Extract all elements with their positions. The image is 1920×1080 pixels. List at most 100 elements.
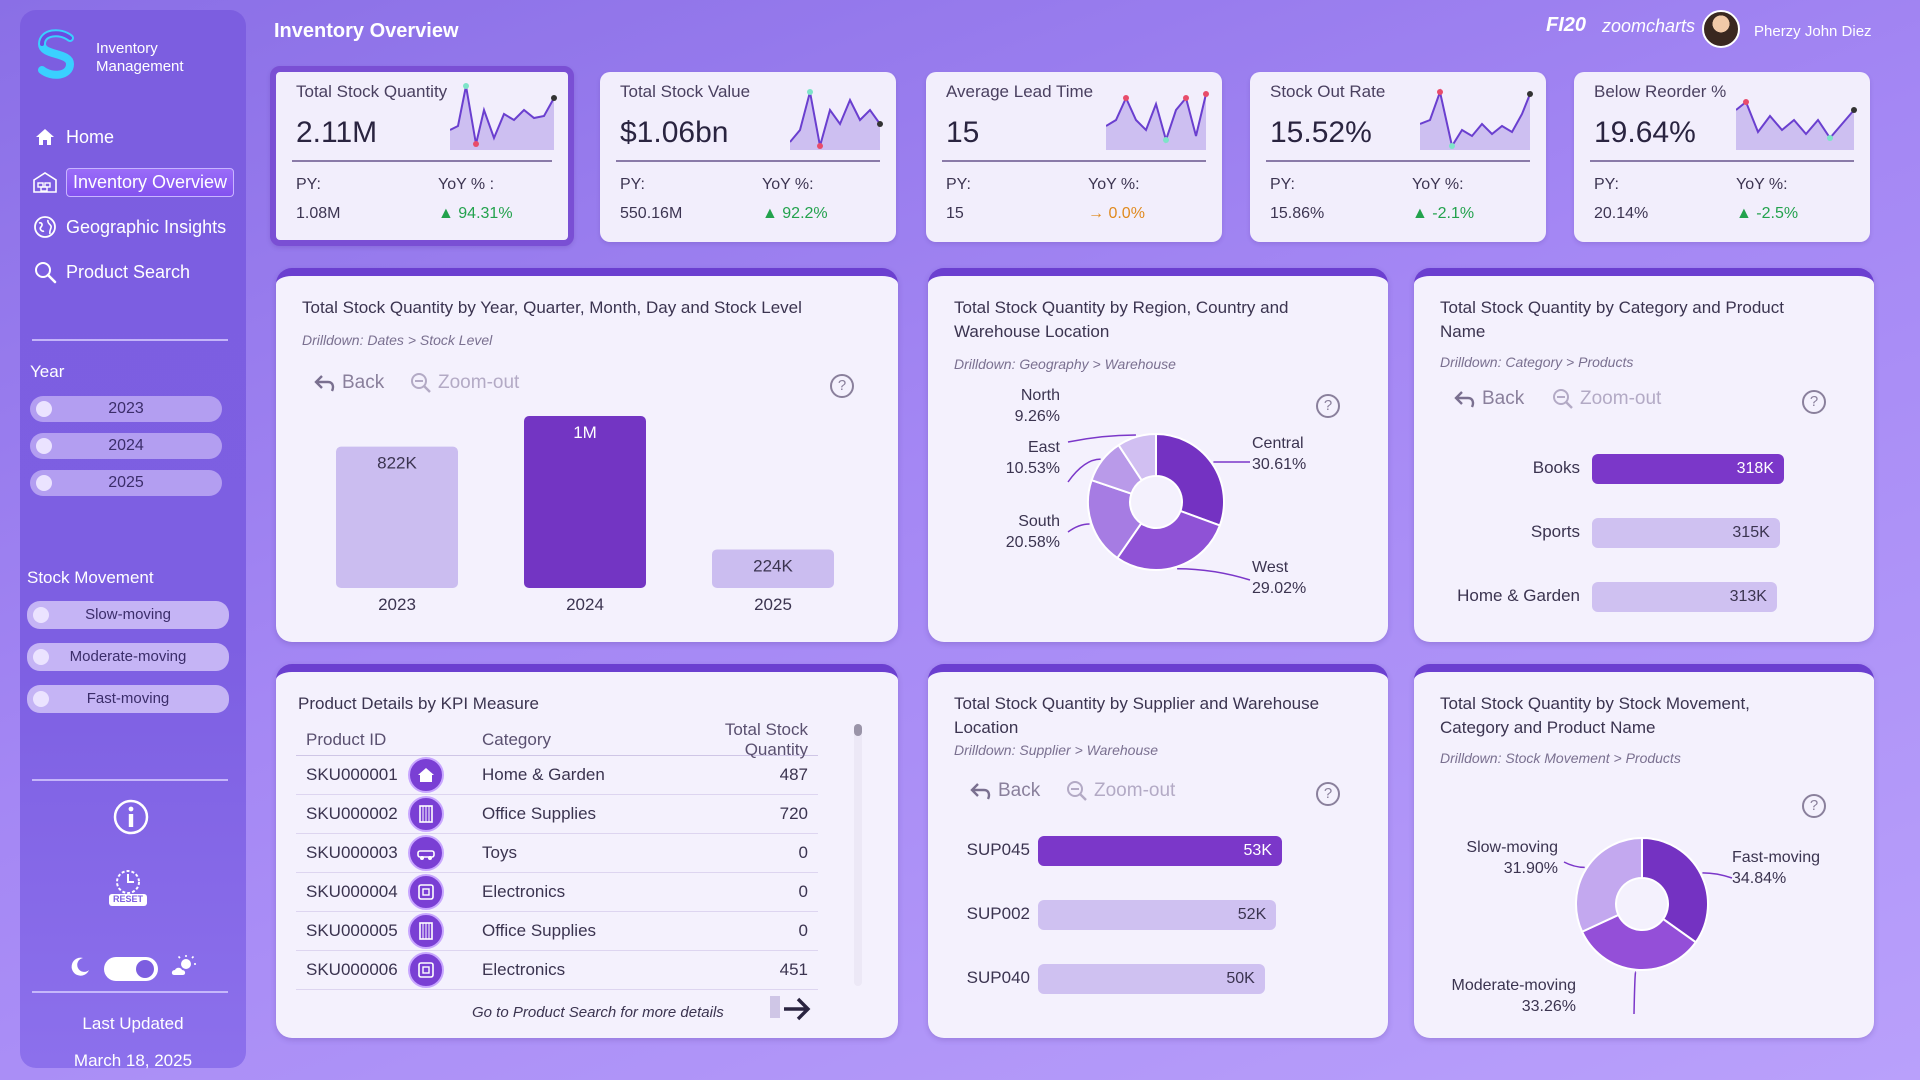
kpi-yoy-label: YoY %: [762, 176, 814, 193]
product-table: Product ID Category Total Stock Quantity… [296, 720, 818, 990]
cell-icon [408, 913, 452, 949]
panel-title: Total Stock Quantity by Supplier and War… [954, 692, 1319, 740]
kpi-yoy-value: ▲ -2.5% [1736, 205, 1798, 223]
panel-stock-by-supplier: Total Stock Quantity by Supplier and War… [928, 664, 1388, 1038]
year-filter-2025[interactable]: 2025 [30, 470, 222, 496]
leader-line [1067, 434, 1136, 443]
theme-toggle[interactable] [104, 957, 158, 981]
bar-data-label: 822K [377, 454, 417, 473]
kpi-title: Below Reorder % [1594, 82, 1727, 101]
donut-slice[interactable] [1155, 432, 1225, 527]
bar[interactable] [712, 549, 834, 588]
help-icon[interactable]: ? [1316, 782, 1340, 806]
kpi-title: Total Stock Quantity [296, 82, 448, 101]
avatar[interactable] [1702, 10, 1740, 48]
kpi-value: $1.06bn [620, 116, 729, 149]
bar[interactable] [336, 446, 458, 588]
year-heading: Year [30, 362, 65, 381]
help-icon[interactable]: ? [1802, 794, 1826, 818]
nav-product-search[interactable]: Product Search [30, 256, 190, 288]
zoom-out-button[interactable]: Zoom-out [1552, 388, 1661, 410]
office-supplies-icon [408, 913, 444, 949]
kpi-card-below-reorder[interactable]: Below Reorder % 19.64% PY: 20.14% YoY %:… [1574, 72, 1870, 242]
table-scrollbar[interactable] [854, 724, 862, 986]
bar[interactable]: 50K [1038, 964, 1265, 994]
kpi-yoy-label: YoY % : [438, 176, 495, 193]
bar[interactable]: 315K [1592, 518, 1780, 548]
back-button[interactable]: Back [314, 372, 384, 394]
zoom-out-button[interactable]: Zoom-out [1066, 780, 1175, 802]
table-row[interactable]: SKU000006 Electronics 451 [296, 951, 818, 990]
stock-movement-heading: Stock Movement [27, 568, 154, 587]
back-arrow-icon [970, 783, 991, 800]
kpi-card-average-lead-time[interactable]: Average Lead Time 15 PY: 15 YoY %: → 0.0… [926, 72, 1222, 242]
movement-filter-moderate[interactable]: Moderate-moving [27, 643, 229, 671]
panel-subtitle: Drilldown: Stock Movement > Products [1440, 750, 1681, 766]
nav-home[interactable]: Home [30, 121, 114, 153]
donut-slice[interactable] [1641, 836, 1709, 944]
reset-button[interactable]: RESET [105, 864, 151, 915]
nav-geographic-insights[interactable]: Geographic Insights [30, 211, 226, 243]
help-icon[interactable]: ? [830, 374, 854, 398]
bar-chart-by-category: Books 318K Sports 315K Home & Garden 313K [1414, 276, 1874, 650]
zoom-out-button[interactable]: Zoom-out [410, 372, 519, 394]
kpi-title: Stock Out Rate [1270, 82, 1386, 101]
toggle-dot [33, 691, 49, 707]
donut-slice[interactable] [1580, 913, 1698, 971]
table-row[interactable]: SKU000002 Office Supplies 720 [296, 795, 818, 834]
zoom-out-icon [1067, 781, 1087, 801]
panel-title: Total Stock Quantity by Category and Pro… [1440, 296, 1784, 344]
bar-category-label: SUP040 [966, 968, 1030, 987]
movement-filter-slow[interactable]: Slow-moving [27, 601, 229, 629]
bar[interactable]: 318K [1592, 454, 1784, 484]
scrollbar-thumb[interactable] [854, 724, 862, 736]
col-header-category[interactable]: Category [482, 729, 551, 749]
sun-cloud-icon [170, 954, 198, 984]
help-icon[interactable]: ? [1802, 390, 1826, 414]
col-header-product-id[interactable]: Product ID [306, 729, 387, 749]
slice-category-label: South [1018, 513, 1060, 530]
help-icon[interactable]: ? [1316, 394, 1340, 418]
bar[interactable]: 52K [1038, 900, 1277, 930]
nav-product-search-label: Product Search [66, 261, 191, 282]
office-supplies-icon [408, 796, 444, 832]
table-header: Product ID Category Total Stock Quantity [296, 720, 818, 759]
donut-chart-by-region: Central 30.61% West 29.02% South 20.58% East 10… [1006, 387, 1307, 597]
go-to-product-search-button[interactable] [770, 994, 814, 1029]
bar[interactable] [524, 416, 646, 588]
panel-stock-by-year: Total Stock Quantity by Year, Quarter, M… [276, 268, 898, 642]
leader-line [1177, 567, 1251, 581]
year-filter-2024[interactable]: 2024 [30, 433, 222, 459]
bar[interactable]: 53K [1038, 836, 1282, 866]
sidebar-divider [32, 991, 228, 993]
back-button[interactable]: Back [970, 780, 1040, 802]
movement-filter-fast[interactable]: Fast-moving [27, 685, 229, 713]
bar-category-label: Sports [1530, 522, 1580, 541]
bar-data-label: 224K [753, 556, 793, 575]
cell-icon [408, 952, 452, 988]
kpi-py-value: 1.08M [296, 205, 341, 222]
info-icon[interactable] [112, 798, 150, 841]
kpi-card-total-stock-quantity[interactable]: Total Stock Quantity 2.11M PY: 1.08M YoY… [270, 66, 574, 246]
table-row[interactable]: SKU000003 Toys 0 [296, 834, 818, 873]
title-line: Total Stock Quantity by Category and Pro… [1440, 298, 1784, 317]
bar[interactable]: 313K [1592, 582, 1777, 612]
table-row[interactable]: SKU000005 Office Supplies 0 [296, 912, 818, 951]
kpi-value: 19.64% [1594, 116, 1696, 149]
donut-slice[interactable] [1575, 836, 1643, 934]
back-button[interactable]: Back [1454, 388, 1524, 410]
kpi-card-total-stock-value[interactable]: Total Stock Value $1.06bn PY: 550.16M Yo… [600, 72, 896, 242]
cell-category: Electronics [482, 882, 566, 901]
donut-slice[interactable] [1117, 432, 1157, 482]
donut-slice[interactable] [1115, 509, 1222, 571]
donut-slice[interactable] [1087, 478, 1143, 560]
leader-line [1067, 458, 1101, 483]
year-filter-2023[interactable]: 2023 [30, 396, 222, 422]
table-row[interactable]: SKU000001 Home & Garden 487 [296, 756, 818, 795]
table-row[interactable]: SKU000004 Electronics 0 [296, 873, 818, 912]
col-header-total-stock[interactable]: Total Stock Quantity [724, 719, 808, 759]
slice-percent-label: 20.58% [1006, 534, 1060, 551]
slice-percent-label: 10.53% [1006, 460, 1060, 477]
nav-inventory-overview[interactable]: Inventory Overview [30, 166, 235, 198]
kpi-card-stock-out-rate[interactable]: Stock Out Rate 15.52% PY: 15.86% YoY %: … [1250, 72, 1546, 242]
